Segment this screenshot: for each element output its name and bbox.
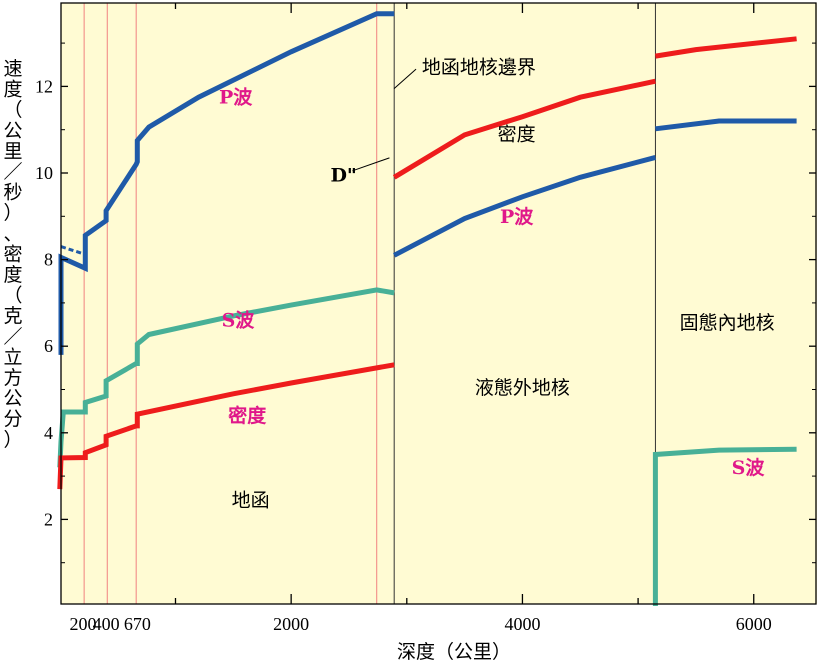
y-tick-label-5: 12 [35, 76, 53, 96]
y-axis-label: 速度（公里／秒）、密度（克／立方公分） [3, 58, 22, 451]
series-3-segment-1 [392, 78, 656, 180]
inline-label-2: S波 [732, 456, 766, 479]
region-label-2: 固態內地核 [680, 312, 775, 334]
series-0-segment-2 [655, 118, 797, 132]
x-tick-label-2: 670 [124, 614, 151, 634]
y-tick-label-0: 2 [44, 509, 53, 529]
x-axis-label: 深度（公里） [397, 641, 511, 663]
inline-label-0: 密度 [498, 124, 536, 146]
inline-label-1: P波 [500, 205, 534, 228]
annotation-1: D" [330, 165, 356, 187]
x-tick-label-1: 400 [93, 614, 120, 634]
series-2-segment-0 [57, 287, 395, 468]
series-3-segment-0 [57, 362, 395, 490]
x-tick-label-0: 200 [69, 614, 96, 634]
annotation-leader-1 [352, 157, 390, 172]
region-label-1: 液態外地核 [475, 377, 570, 399]
series-3-segment-2 [655, 36, 797, 59]
series-group [57, 11, 797, 606]
series-1-segment-0 [60, 245, 86, 256]
series-label-3: 密度 [228, 404, 267, 427]
plot-frame [60, 2, 817, 605]
series-0-segment-0 [58, 11, 395, 355]
y-tick-label-4: 10 [35, 163, 53, 183]
y-tick-label-1: 4 [44, 423, 53, 443]
x-tick-label-3: 2000 [273, 614, 309, 634]
annotation-leader-0 [393, 68, 417, 89]
y-tick-label-2: 6 [44, 336, 53, 356]
annotation-0: 地函地核邊界 [422, 56, 536, 78]
region-label-0: 地函 [232, 489, 270, 511]
series-2-segment-1 [652, 446, 797, 606]
x-tick-label-4: 4000 [504, 614, 540, 634]
series-label-2: S波 [222, 309, 256, 332]
series-0-segment-1 [393, 154, 657, 258]
plot-area [61, 3, 817, 604]
series-label-0: P波 [219, 86, 253, 109]
y-tick-label-3: 8 [44, 250, 53, 270]
boundary-lines [83, 3, 656, 604]
annotations: 地函地核邊界 D" [330, 56, 535, 186]
x-tick-label-5: 6000 [736, 614, 772, 634]
